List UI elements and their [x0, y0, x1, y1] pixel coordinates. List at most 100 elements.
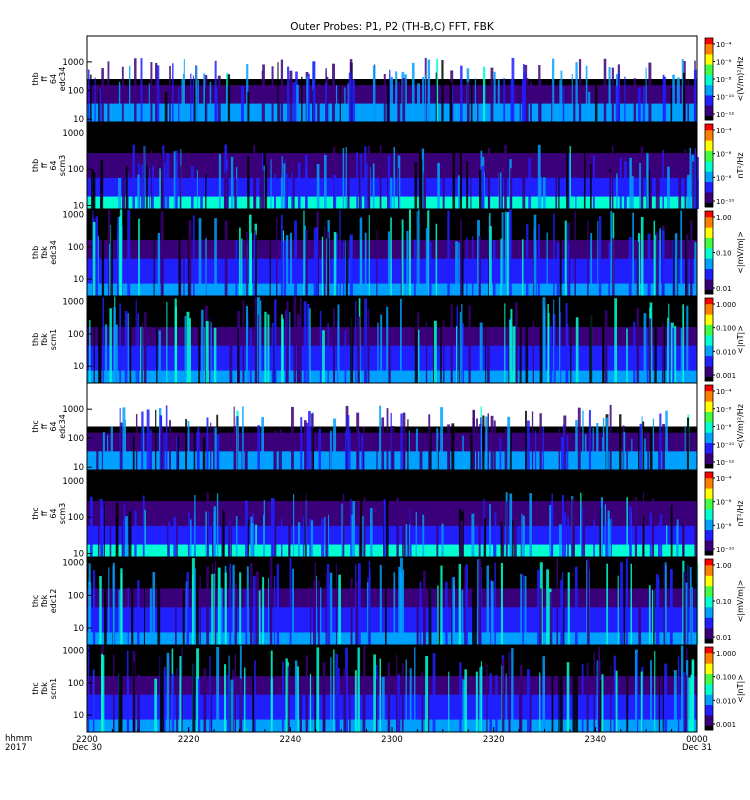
colorbar-swatch — [705, 692, 713, 696]
colorbar-swatch — [705, 624, 713, 627]
spectral-stripe — [480, 417, 482, 470]
spectral-stripe — [601, 674, 604, 732]
spectral-stripe — [501, 212, 504, 296]
spectral-band — [87, 227, 697, 235]
colorbar-swatch — [705, 494, 713, 498]
spectral-stripe — [146, 409, 150, 470]
spectral-stripe — [658, 525, 661, 557]
spectral-stripe — [335, 85, 338, 122]
spectral-band — [87, 582, 697, 589]
colorbar-swatch — [705, 285, 713, 289]
spectral-stripe — [214, 561, 217, 645]
spectral-stripe — [155, 409, 157, 470]
spectral-stripe — [645, 67, 647, 122]
spectral-stripe — [338, 668, 340, 732]
spectral-stripe — [294, 660, 298, 732]
spectral-stripe — [480, 567, 482, 645]
colorbar-swatch — [705, 204, 713, 208]
ylabel-line: ff — [40, 76, 49, 82]
spectral-stripe — [274, 299, 277, 383]
colorbar-swatch — [705, 169, 713, 173]
spectral-stripe — [560, 436, 564, 470]
spectral-stripe — [379, 145, 382, 209]
spectral-stripe — [357, 426, 360, 470]
spectral-stripe — [553, 213, 555, 296]
spectral-stripe — [628, 236, 632, 296]
spectral-stripe — [487, 216, 490, 296]
spectral-stripe — [230, 156, 234, 209]
spectral-stripe — [390, 217, 392, 296]
colorbar-swatch — [705, 480, 713, 483]
colorbar-label: <|mV/m|> — [736, 580, 745, 623]
spectral-stripe — [264, 311, 267, 383]
spectral-stripe — [134, 510, 137, 557]
spectral-stripe — [358, 156, 361, 209]
spectral-stripe — [192, 649, 196, 732]
colorbar-swatch — [705, 484, 713, 488]
spectral-stripe — [178, 87, 180, 122]
spectral-stripe — [132, 436, 135, 470]
colorbar-tick-label: 0.001 — [716, 372, 736, 380]
spectral-stripe — [367, 577, 370, 645]
spectral-stripe — [450, 304, 453, 383]
spectral-stripe — [383, 499, 386, 557]
spectral-stripe — [560, 673, 563, 732]
spectral-stripe — [383, 73, 386, 122]
spectral-stripe — [405, 659, 407, 732]
spectral-stripe — [590, 233, 593, 296]
spectral-stripe — [262, 577, 265, 645]
spectral-stripe — [449, 82, 453, 122]
colorbar-swatch — [705, 418, 713, 421]
spectral-stripe — [208, 511, 210, 557]
colorbar-label: nT²/Hz — [736, 500, 745, 526]
spectral-stripe — [522, 515, 525, 557]
spectral-stripe — [122, 175, 124, 209]
spectral-stripe — [582, 514, 586, 557]
spectral-stripe — [127, 313, 129, 383]
spectral-stripe — [407, 419, 409, 470]
spectral-stripe — [174, 306, 178, 383]
spectral-stripe — [608, 242, 611, 296]
spectral-band — [87, 358, 697, 365]
spectral-stripe — [177, 436, 180, 470]
colorbar-swatch — [705, 283, 713, 287]
spectral-stripe — [626, 653, 629, 732]
spectral-stripe — [596, 423, 599, 470]
spectral-stripe — [242, 406, 244, 470]
spectral-stripe — [277, 585, 280, 645]
colorbar-tick-label: 10⁻⁶ — [716, 59, 732, 67]
spectral-stripe — [642, 421, 645, 470]
spectral-stripe — [403, 439, 406, 470]
spectral-stripe — [347, 153, 350, 209]
spectral-stripe — [363, 497, 366, 557]
colorbar-swatch — [705, 565, 713, 568]
spectral-band — [87, 513, 697, 521]
colorbar-swatch — [705, 619, 713, 623]
spectral-stripe — [187, 512, 190, 557]
spectral-stripe — [247, 91, 250, 122]
spectral-stripe — [487, 413, 489, 470]
spectral-band — [87, 588, 697, 596]
colorbar-swatch — [705, 215, 713, 218]
spectral-stripe — [689, 147, 692, 209]
spectral-stripe — [513, 505, 517, 557]
spectral-band — [87, 663, 697, 671]
colorbar-swatch — [705, 519, 713, 523]
spectral-stripe — [416, 211, 418, 296]
colorbar-swatch — [705, 528, 713, 531]
spectral-stripe — [148, 83, 150, 122]
colorbar-swatch — [705, 626, 713, 629]
colorbar-swatch — [705, 79, 713, 82]
spectral-stripe — [169, 65, 171, 122]
spectral-stripe — [162, 432, 166, 470]
spectral-stripe — [201, 309, 204, 383]
spectral-stripe — [229, 326, 233, 383]
spectral-stripe — [619, 157, 622, 209]
spectral-stripe — [670, 504, 673, 557]
colorbar-swatch — [705, 356, 713, 359]
spectral-stripe — [120, 573, 123, 645]
colorbar-tick-label: 0.010 — [716, 697, 736, 705]
spectral-stripe — [156, 65, 160, 122]
spectral-stripe — [164, 91, 168, 122]
ylabel-line: thb — [31, 72, 40, 85]
